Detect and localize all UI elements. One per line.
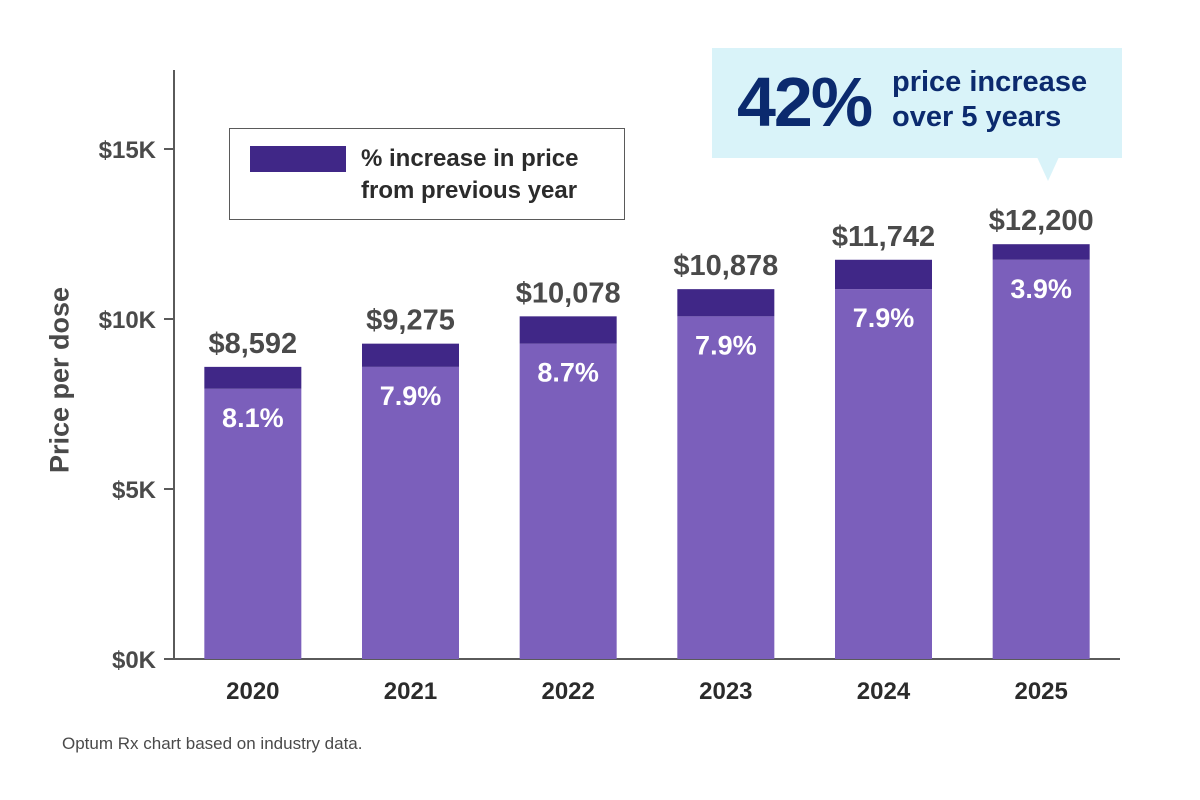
callout-box [712,48,1122,158]
x-tick-label: 2022 [541,678,594,705]
bar-increase-label: 7.9% [853,303,915,333]
y-tick-label: $5K [112,477,157,504]
legend-label: % increase in price from previous year [361,143,578,207]
y-tick-label: $0K [112,647,157,674]
legend-swatch-increase [250,146,346,172]
x-tick-label: 2024 [857,678,911,705]
bar-value-label: $11,742 [832,221,935,253]
bar-base [992,259,1090,659]
callout-percent: 42% [737,63,873,141]
bar-base [835,289,932,659]
bar-increase [677,289,775,317]
x-tick-label: 2021 [384,678,437,705]
bar-increase [204,366,302,389]
bar-increase [519,316,617,344]
y-axis-label: Price per dose [44,286,75,474]
legend-label-line2: from previous year [361,177,578,204]
bar-value-label: $12,200 [989,205,1094,237]
bar-increase [835,259,932,290]
footnote: Optum Rx chart based on industry data. [62,734,363,753]
callout-line1: price increase [892,66,1088,98]
bar-value-label: $8,592 [208,328,297,360]
x-tick-label: 2023 [699,678,752,705]
bar-base [519,343,617,659]
x-tick-label: 2020 [226,678,279,705]
bar-value-label: $10,078 [516,277,621,309]
bar-increase-label: 7.9% [380,381,442,411]
bar-base [204,388,302,659]
bar-increase-label: 7.9% [695,330,757,360]
bar-value-label: $9,275 [366,305,455,337]
bar-value-label: $10,878 [673,250,778,282]
bar-increase [992,244,1090,260]
bar-increase-label: 3.9% [1010,274,1072,304]
x-tick-label: 2025 [1014,678,1067,705]
legend-label-line1: % increase in price [361,145,579,172]
bar-increase-label: 8.1% [222,403,284,433]
callout-line2: over 5 years [892,101,1062,133]
bar-base [677,316,775,659]
y-tick-label: $15K [99,137,157,164]
bar-increase [362,343,459,367]
bar-increase-label: 8.7% [537,358,599,388]
y-tick-label: $10K [99,307,157,334]
callout-pointer [1037,157,1059,181]
bar-base [362,366,459,659]
legend: % increase in price from previous year [229,128,625,220]
